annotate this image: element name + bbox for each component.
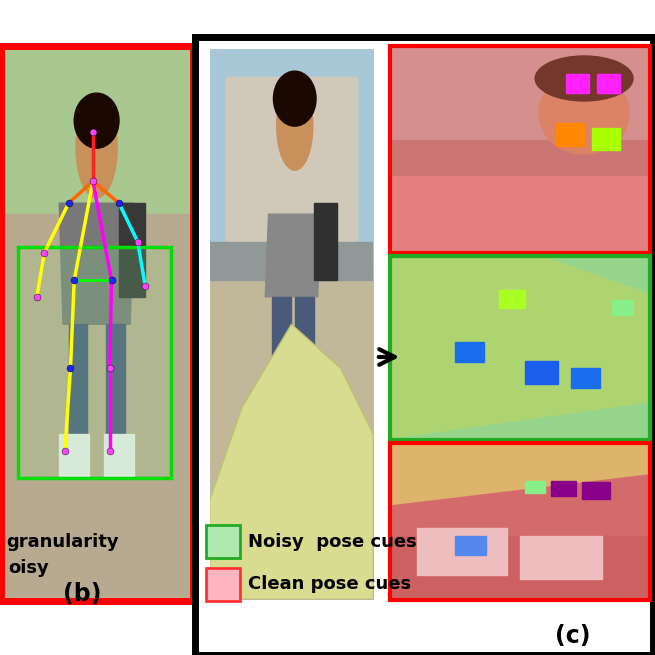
Bar xyxy=(525,481,546,493)
Polygon shape xyxy=(295,297,314,445)
Polygon shape xyxy=(417,529,507,575)
Bar xyxy=(571,368,599,388)
Polygon shape xyxy=(69,324,87,434)
Text: oisy: oisy xyxy=(8,559,48,577)
Polygon shape xyxy=(295,445,321,500)
Polygon shape xyxy=(104,434,134,478)
Polygon shape xyxy=(263,434,295,489)
Bar xyxy=(455,536,486,555)
Bar xyxy=(18,247,172,478)
Bar xyxy=(525,360,558,384)
Polygon shape xyxy=(314,203,337,280)
Bar xyxy=(206,525,240,558)
Bar xyxy=(566,75,590,93)
Text: (c): (c) xyxy=(555,624,591,648)
Bar xyxy=(1,46,193,601)
Ellipse shape xyxy=(539,72,629,154)
Polygon shape xyxy=(391,443,648,505)
Polygon shape xyxy=(391,140,648,174)
Polygon shape xyxy=(210,242,373,280)
Text: Noisy  pose cues: Noisy pose cues xyxy=(248,533,417,551)
Bar xyxy=(551,481,576,496)
Ellipse shape xyxy=(76,99,117,198)
Polygon shape xyxy=(119,203,145,297)
Bar xyxy=(195,37,653,655)
Ellipse shape xyxy=(535,56,633,101)
Polygon shape xyxy=(226,77,357,242)
Text: (b): (b) xyxy=(63,582,101,607)
Bar xyxy=(390,256,650,440)
Ellipse shape xyxy=(276,82,313,170)
Polygon shape xyxy=(391,257,648,439)
Bar xyxy=(582,482,610,499)
Bar xyxy=(455,343,483,362)
Bar xyxy=(206,568,240,601)
Bar xyxy=(592,128,620,150)
Text: Clean pose cues: Clean pose cues xyxy=(248,575,411,593)
Bar xyxy=(499,290,525,308)
Ellipse shape xyxy=(274,71,316,126)
Ellipse shape xyxy=(74,93,119,148)
Polygon shape xyxy=(59,203,134,324)
Bar xyxy=(612,301,633,315)
Polygon shape xyxy=(520,536,602,580)
Text: granularity: granularity xyxy=(7,533,119,551)
Bar xyxy=(390,443,650,600)
Polygon shape xyxy=(106,324,124,434)
Polygon shape xyxy=(265,214,321,297)
Bar xyxy=(556,123,584,146)
Polygon shape xyxy=(59,434,89,478)
Polygon shape xyxy=(272,297,291,434)
Polygon shape xyxy=(210,324,373,599)
Bar xyxy=(390,46,650,253)
Bar xyxy=(597,75,620,93)
